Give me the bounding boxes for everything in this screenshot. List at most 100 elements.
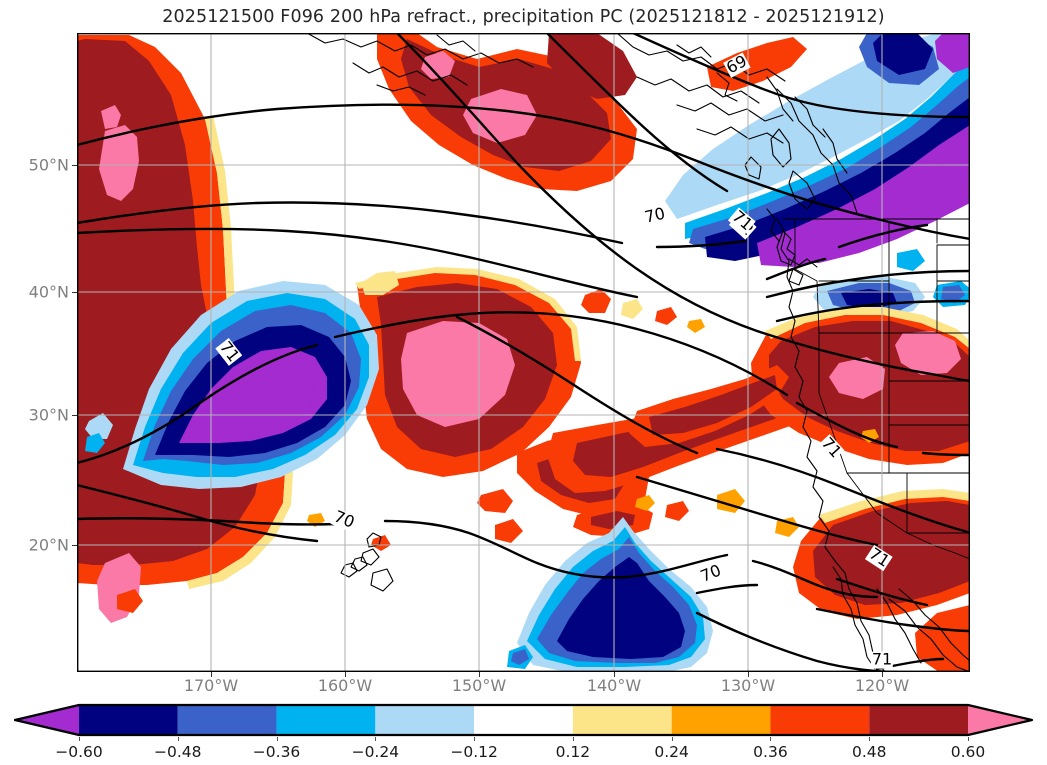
colorbar-tick-mark xyxy=(968,737,969,741)
contour-band-mild xyxy=(635,495,655,511)
contour-band-purple xyxy=(783,139,970,263)
contour-band-navy xyxy=(873,33,933,75)
xtick-mark-170w xyxy=(211,672,212,677)
contour-band-warm xyxy=(655,307,677,325)
colorbar-tick-label: 0.60 xyxy=(950,743,986,761)
x-axis: 170°W 160°W 150°W 140°W 130°W 120°W xyxy=(77,672,970,702)
contour-rim xyxy=(765,307,970,349)
xtick-label-170w: 170°W xyxy=(183,676,239,695)
contour-band-cool2 xyxy=(85,433,105,453)
contour-band-extreme xyxy=(401,321,515,427)
xtick-label-130w: 130°W xyxy=(720,676,776,695)
xtick-mark-130w xyxy=(748,672,749,677)
colorbar-tick-label: 0.36 xyxy=(753,743,788,761)
line-contour-layer xyxy=(77,33,970,672)
colorbar-band xyxy=(770,705,870,735)
colorbar-tick-mark xyxy=(770,737,772,741)
xtick-mark-120w xyxy=(882,672,883,677)
contour-band-warm xyxy=(495,519,523,543)
ytick-mark-30n xyxy=(72,415,77,416)
xtick-mark-160w xyxy=(345,672,346,677)
map-plot-area[interactable]: 69 70 72 71 70 71 70 71 71 71 xyxy=(77,33,970,672)
contour-rim xyxy=(819,489,970,523)
colorbar-tick-mark xyxy=(671,737,673,741)
gridlines xyxy=(77,33,970,672)
contour-band-purple xyxy=(935,33,970,73)
ytick-label-50n: 50°N xyxy=(28,155,69,175)
colorbar-ticks: −0.60 −0.48 −0.36 −0.24 −0.12 0.12 0.24 0.36 0.4… xyxy=(13,737,1034,763)
ytick-mark-50n xyxy=(72,165,77,166)
contour-band-warm xyxy=(915,605,970,672)
contour-band-warm xyxy=(371,535,391,551)
colorbar-tick-mark xyxy=(572,737,574,741)
contour-band-purple xyxy=(757,125,970,267)
colorbar-bands xyxy=(15,705,1032,735)
colorbar-extend-high xyxy=(968,705,1032,735)
contour-band-navy xyxy=(575,575,665,651)
colorbar-tick-label: −0.60 xyxy=(55,743,103,761)
colorbar-band xyxy=(869,705,968,735)
xtick-mark-140w xyxy=(614,672,615,677)
map-svg xyxy=(77,33,970,672)
ytick-label-40n: 40°N xyxy=(28,282,69,302)
colorbar-band xyxy=(572,705,672,735)
contour-band-cool2 xyxy=(685,59,970,239)
colorbar-tick-mark xyxy=(474,737,476,741)
contour-band-warm xyxy=(665,501,689,521)
contour-band-cool2 xyxy=(897,249,925,271)
contour-band-hot xyxy=(649,375,777,435)
contour-band-extreme xyxy=(463,89,537,143)
ytick-label-20n: 20°N xyxy=(28,535,69,555)
colorbar-band xyxy=(375,705,475,735)
colorbar-tick-label: 0.12 xyxy=(555,743,591,761)
xtick-label-120w: 120°W xyxy=(854,676,910,695)
contour-band-mild xyxy=(687,319,705,333)
colorbar-band xyxy=(671,705,771,735)
colorbar-tick-mark xyxy=(79,737,80,741)
xtick-label-140w: 140°W xyxy=(586,676,642,695)
contour-band-cool xyxy=(85,413,113,439)
colorbar-tick-label: −0.12 xyxy=(450,743,498,761)
xtick-label-150w: 150°W xyxy=(451,676,507,695)
colorbar-extend-low xyxy=(15,705,79,735)
contour-band-navy xyxy=(705,97,970,261)
contour-band-mild xyxy=(775,517,799,537)
colorbar-tick-mark xyxy=(276,737,278,741)
ytick-mark-40n xyxy=(72,292,77,293)
ytick-label-30n: 30°N xyxy=(28,405,69,425)
ytick-mark-20n xyxy=(72,545,77,546)
contour-band-warm xyxy=(477,489,513,513)
contour-band-blue xyxy=(689,77,970,249)
contour-band-extreme xyxy=(895,331,961,375)
colorbar-tick-label: −0.24 xyxy=(351,743,400,761)
colorbar-tick-label: −0.36 xyxy=(252,743,301,761)
colorbar-tick-mark xyxy=(869,737,871,741)
contour-band-blue xyxy=(941,285,965,303)
colorbar-tick-mark xyxy=(177,737,179,741)
contour-band-blue xyxy=(511,649,529,665)
xtick-mark-150w xyxy=(479,672,480,677)
contour-band-extreme xyxy=(99,125,139,201)
colorbar-outline xyxy=(13,703,1034,737)
contour-band-extreme xyxy=(101,105,121,129)
xtick-label-160w: 160°W xyxy=(317,676,373,695)
colorbar-band xyxy=(177,705,277,735)
contour-band-warm xyxy=(117,589,143,613)
plot-frame xyxy=(77,33,970,672)
page-title: 2025121500 F096 200 hPa refract., precip… xyxy=(162,7,885,27)
y-axis: 50°N 40°N 30°N 20°N xyxy=(0,33,77,672)
contour-rim xyxy=(621,299,643,319)
colorbar[interactable] xyxy=(13,703,1034,737)
colorbar-tick-label: 0.24 xyxy=(654,743,689,761)
colorbar-band xyxy=(79,705,178,735)
colorbar-tick-mark xyxy=(375,737,377,741)
colorbar-band xyxy=(276,705,376,735)
contour-band-extreme xyxy=(829,357,885,399)
contour-band-warm xyxy=(581,289,611,313)
colorbar-band xyxy=(474,705,573,735)
colorbar-tick-label: 0.48 xyxy=(851,743,887,761)
colorbar-tick-label: −0.48 xyxy=(154,743,202,761)
contour-band-extreme xyxy=(421,51,455,79)
colorbar-svg xyxy=(13,703,1034,737)
